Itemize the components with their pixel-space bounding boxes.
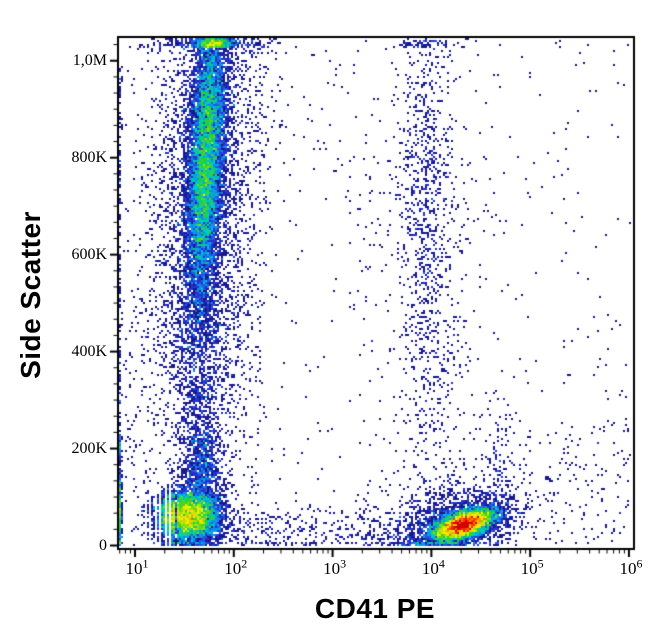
y-tick-label: 1,0M [72,51,107,69]
x-tick-label: 105 [520,556,544,578]
x-tick-label: 103 [323,556,347,578]
x-tick-label: 104 [421,556,445,578]
y-tick-label: 600K [71,245,107,263]
x-tick-label: 102 [224,556,248,578]
x-tick-label: 101 [125,556,149,578]
y-tick-label: 0 [99,536,107,554]
x-tick-label: 106 [619,556,643,578]
y-tick-label: 400K [71,342,107,360]
y-tick-label: 800K [71,148,107,166]
x-axis-title: CD41 PE [314,593,436,624]
y-tick-label: 200K [71,439,107,457]
